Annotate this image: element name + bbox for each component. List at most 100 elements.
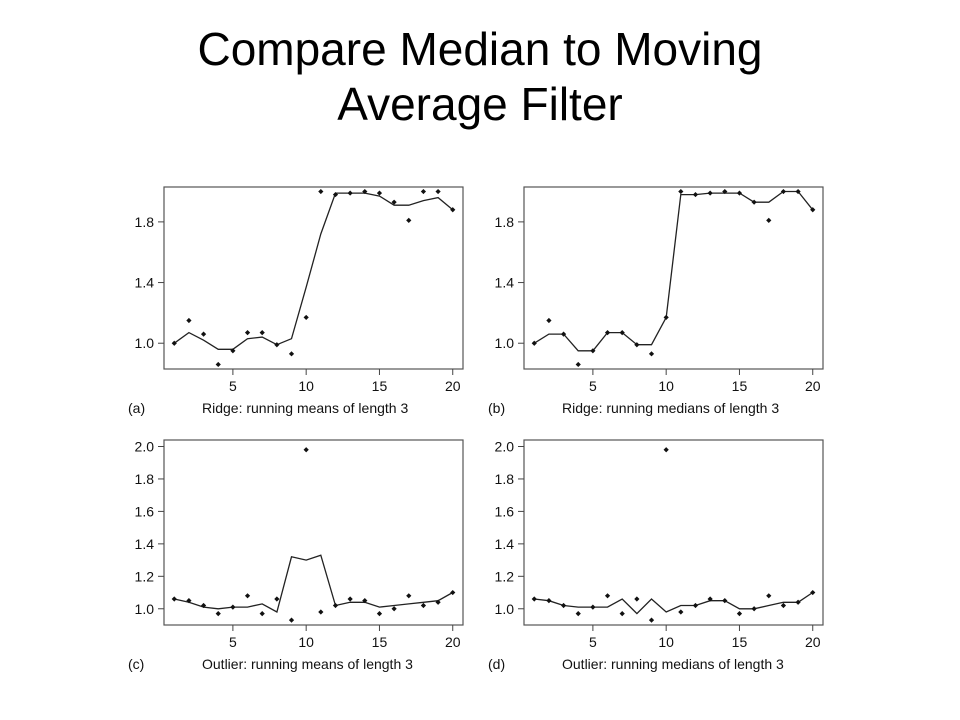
data-point (420, 602, 427, 609)
data-point (274, 596, 280, 602)
x-tick-label: 5 (229, 634, 237, 650)
data-point (244, 330, 251, 336)
slide-title-line-1: Compare Median to Moving (197, 23, 763, 75)
y-tick-label: 2.0 (495, 438, 515, 454)
data-point (259, 611, 265, 617)
data-point (215, 611, 221, 617)
data-point (288, 617, 295, 623)
data-point (795, 599, 801, 605)
data-point (766, 217, 772, 223)
data-point (347, 596, 353, 602)
smoothed-line (174, 554, 454, 613)
x-tick-label: 15 (372, 378, 388, 394)
data-point (391, 199, 397, 205)
chart-panel-4: 1.0 1.2 1.4 1.6 1.8 2.0 5 10 15 20 (d) Outlier: run… (488, 438, 824, 672)
data-point (560, 602, 567, 609)
data-point (406, 217, 412, 223)
panel-caption: Ridge: running medians of length 3 (562, 400, 779, 416)
data-point (186, 317, 192, 324)
data-point (332, 602, 339, 609)
x-tick-label: 15 (732, 378, 748, 394)
data-point (186, 598, 192, 604)
data-point (736, 190, 743, 196)
data-point (810, 207, 816, 213)
data-point (230, 348, 236, 354)
y-tick-label: 2.0 (135, 438, 155, 454)
data-point (376, 190, 383, 196)
y-tick-label: 1.2 (495, 568, 515, 584)
data-point (604, 593, 611, 599)
data-point (810, 589, 816, 596)
data-point (604, 330, 611, 336)
panel-label: (a) (128, 400, 145, 416)
x-tick-label: 10 (298, 378, 314, 394)
plot-frame (523, 186, 824, 370)
plot-frame (163, 186, 464, 370)
data-point (663, 447, 669, 453)
x-tick-label: 15 (372, 634, 388, 650)
data-point (590, 348, 596, 354)
data-point (531, 340, 537, 346)
y-tick-label: 1.0 (135, 601, 155, 617)
smoothed-line (173, 192, 454, 350)
y-tick-label: 1.6 (135, 503, 155, 519)
data-point (435, 188, 441, 195)
x-tick-label: 10 (658, 634, 674, 650)
panel-label: (b) (488, 400, 505, 416)
data-point (766, 593, 772, 599)
data-point (692, 191, 699, 198)
data-point (648, 351, 655, 357)
data-point (575, 361, 581, 368)
y-tick-label: 1.8 (135, 214, 155, 230)
y-tick-label: 1.4 (135, 275, 155, 291)
x-tick-label: 20 (445, 634, 461, 650)
y-tick-label: 1.8 (495, 214, 515, 230)
x-tick-label: 10 (298, 634, 314, 650)
data-point (751, 199, 757, 205)
panel-label: (c) (128, 656, 144, 672)
data-point (736, 611, 743, 617)
data-point (634, 596, 640, 602)
chart-panel-2: 1.0 1.4 1.8 5 10 15 20 (b) Ridge: running median… (488, 186, 824, 416)
data-point (634, 342, 640, 348)
data-point (560, 331, 567, 337)
data-point (590, 604, 596, 610)
data-point (678, 188, 684, 195)
data-point (171, 340, 177, 346)
data-point (795, 188, 801, 195)
y-tick-label: 1.8 (495, 471, 515, 487)
data-point (678, 609, 684, 615)
data-point (303, 314, 309, 321)
data-point (332, 191, 339, 198)
data-point (619, 330, 625, 336)
data-point (707, 596, 713, 602)
y-tick-label: 1.4 (495, 275, 515, 291)
data-point (450, 207, 456, 213)
x-tick-label: 20 (805, 378, 821, 394)
x-tick-label: 5 (589, 378, 597, 394)
data-point (575, 611, 581, 617)
x-tick-label: 20 (445, 378, 461, 394)
data-point (722, 188, 728, 195)
data-point (450, 589, 456, 596)
data-point (259, 330, 265, 336)
y-tick-label: 1.0 (135, 335, 155, 351)
data-point (318, 609, 324, 615)
plot-frame (523, 439, 824, 626)
data-point (244, 593, 251, 599)
slide-title: Compare Median to Moving Average Filter (80, 22, 880, 132)
data-point (303, 447, 309, 453)
y-tick-label: 1.4 (135, 536, 155, 552)
y-tick-label: 1.8 (135, 471, 155, 487)
data-point (435, 599, 441, 605)
panel-caption: Outlier: running medians of length 3 (562, 656, 784, 672)
data-point (362, 598, 368, 604)
data-point (215, 361, 221, 368)
plot-frame (163, 439, 464, 626)
data-point (288, 351, 295, 357)
data-point (200, 602, 207, 609)
data-point (663, 314, 669, 321)
chart-panel-1: 1.0 1.4 1.8 5 10 15 20 (a) Ridge: running means … (128, 186, 464, 416)
slide-title-line-2: Average Filter (337, 78, 623, 130)
